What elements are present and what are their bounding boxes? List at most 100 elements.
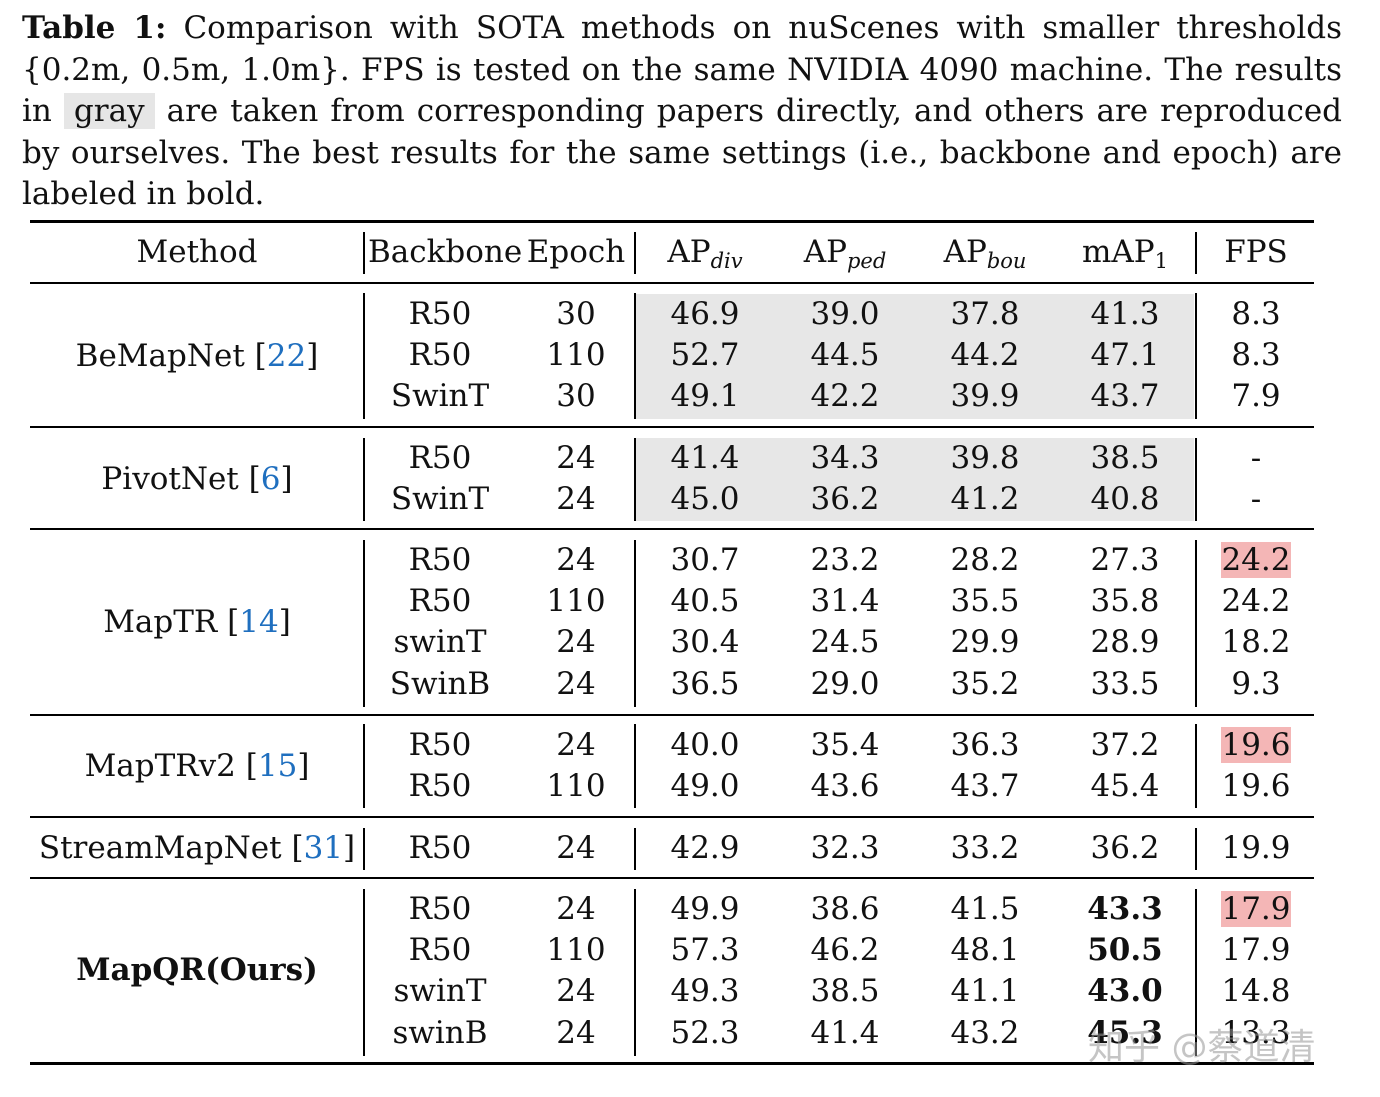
ap-div-cell: 36.5 [670,666,740,702]
group-rule-1 [30,426,1314,428]
fps-cell: 19.9 [1221,830,1291,866]
ap-bou-cell: 43.2 [950,1015,1020,1051]
ap-div-cell: 45.0 [670,481,740,517]
ap-div-cell: 57.3 [670,932,740,968]
header-ap-div: APdiv [667,234,743,273]
column-separator [1195,232,1197,274]
ap-bou-cell: 35.5 [950,583,1020,619]
group-rule-4 [30,816,1314,818]
ap-bou-cell: 41.1 [950,973,1020,1009]
fps-cell: 17.9 [1221,932,1291,968]
ap-ped-cell: 23.2 [810,542,880,578]
column-separator [634,889,636,1056]
column-separator [363,889,365,1056]
column-separator [1195,889,1197,1056]
header-fps: FPS [1224,234,1288,270]
gray-block-pivotnet [636,438,1194,521]
epoch-cell: 24 [556,666,596,702]
ap-ped-cell: 34.3 [810,440,880,476]
map-cell: 27.3 [1090,542,1160,578]
epoch-cell: 24 [556,891,596,927]
caption-gray-word: gray [63,93,155,129]
method-bemapnet: BeMapNet [22] [75,338,319,374]
epoch-cell: 24 [556,440,596,476]
map-cell: 43.7 [1090,378,1160,414]
map-cell: 36.2 [1090,830,1160,866]
fps-cell: 8.3 [1231,296,1281,332]
backbone-cell: R50 [408,830,472,866]
ap-bou-cell: 29.9 [950,624,1020,660]
method-pivotnet: PivotNet [6] [101,461,293,497]
ap-bou-cell: 41.5 [950,891,1020,927]
ap-div-cell: 42.9 [670,830,740,866]
map-cell: 45.4 [1090,768,1160,804]
method-mapqr: MapQR(Ours) [76,952,318,988]
epoch-cell: 24 [556,542,596,578]
fps-cell: 13.3 [1221,1015,1291,1051]
fps-cell: 8.3 [1231,337,1281,373]
epoch-cell: 110 [546,337,606,373]
ap-ped-cell: 46.2 [810,932,880,968]
ap-div-cell: 30.4 [670,624,740,660]
fps-cell: - [1250,481,1262,517]
epoch-cell: 24 [556,973,596,1009]
ap-ped-cell: 41.4 [810,1015,880,1051]
epoch-cell: 110 [546,583,606,619]
backbone-cell: R50 [408,337,472,373]
ap-bou-cell: 44.2 [950,337,1020,373]
ap-bou-cell: 36.3 [950,727,1020,763]
ap-div-cell: 49.3 [670,973,740,1009]
map-cell: 43.0 [1087,973,1163,1009]
column-separator [1195,540,1197,707]
map-cell: 43.3 [1087,891,1163,927]
ap-ped-cell: 29.0 [810,666,880,702]
epoch-cell: 110 [546,768,606,804]
fps-cell: 17.9 [1221,891,1291,927]
gray-block-bemapnet [636,294,1194,419]
ap-bou-cell: 43.7 [950,768,1020,804]
ap-bou-cell: 28.2 [950,542,1020,578]
column-separator [634,232,636,274]
backbone-cell: R50 [408,768,472,804]
fps-cell: 19.6 [1221,768,1291,804]
epoch-cell: 24 [556,830,596,866]
ap-bou-cell: 39.8 [950,440,1020,476]
backbone-cell: R50 [408,296,472,332]
column-separator [363,724,365,808]
ap-div-cell: 40.5 [670,583,740,619]
ap-div-cell: 52.7 [670,337,740,373]
caption-text-2: are taken from corresponding papers dire… [22,93,1343,212]
backbone-cell: R50 [408,727,472,763]
ap-ped-cell: 35.4 [810,727,880,763]
column-separator [363,293,365,419]
fps-cell: 18.2 [1221,624,1291,660]
map-cell: 41.3 [1090,296,1160,332]
map-cell: 47.1 [1090,337,1160,373]
backbone-cell: R50 [408,583,472,619]
ap-div-cell: 49.1 [670,378,740,414]
ap-div-cell: 40.0 [670,727,740,763]
epoch-cell: 24 [556,481,596,517]
top-rule [30,220,1314,223]
epoch-cell: 24 [556,1015,596,1051]
header-method: Method [136,234,258,270]
ap-ped-cell: 31.4 [810,583,880,619]
epoch-cell: 24 [556,624,596,660]
epoch-cell: 30 [556,378,596,414]
column-separator [1195,828,1197,870]
group-rule-5 [30,877,1314,879]
fps-cell: - [1250,440,1262,476]
ap-bou-cell: 48.1 [950,932,1020,968]
header-epoch: Epoch [526,234,626,270]
column-separator [634,293,636,419]
ap-div-cell: 52.3 [670,1015,740,1051]
fps-cell: 24.2 [1221,583,1291,619]
method-maptr: MapTR [14] [103,604,291,640]
ap-div-cell: 41.4 [670,440,740,476]
map-cell: 28.9 [1090,624,1160,660]
group-rule-3 [30,714,1314,716]
backbone-cell: SwinT [390,378,490,414]
method-streammapnet: StreamMapNet [31] [38,830,356,866]
column-separator [363,438,365,521]
header-ap-ped: APped [803,234,887,273]
